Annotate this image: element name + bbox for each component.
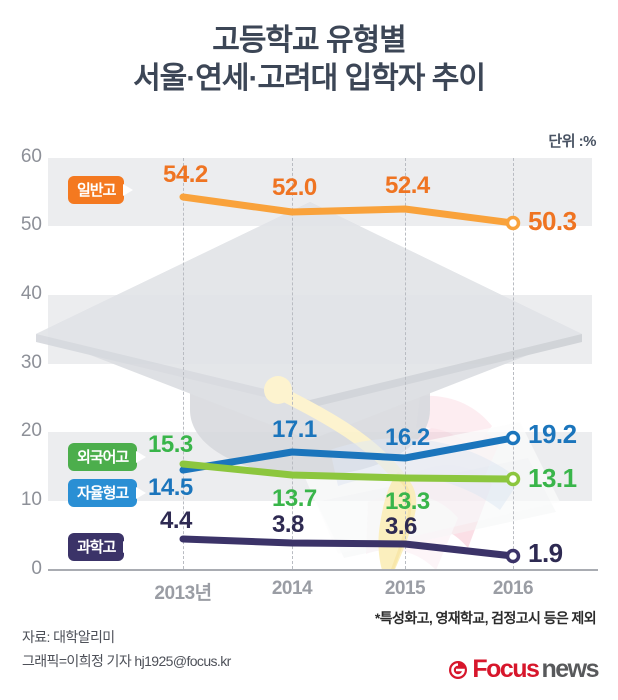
axis-baseline	[48, 569, 598, 571]
y-tick-10: 10	[20, 489, 42, 510]
value-oegugeogo-2014: 13.7	[272, 485, 317, 512]
gridline-2015	[405, 158, 406, 569]
page-header: 고등학교 유형별 서울·연세·고려대 입학자 추이	[0, 0, 618, 98]
x-tick-2016: 2016	[492, 578, 534, 599]
legend-badge-ilbango: 일반고	[68, 176, 134, 204]
endpoint-gwahakgo	[505, 548, 521, 564]
value-ilbango-2016: 50.3	[528, 206, 577, 236]
page-title-line-2: 서울·연세·고려대 입학자 추이	[133, 62, 486, 95]
y-tick-40: 40	[20, 283, 42, 304]
page-title-line-1: 고등학교 유형별	[212, 24, 407, 57]
x-tick-2015: 2015	[384, 578, 426, 599]
value-gwahakgo-2014: 3.8	[272, 511, 304, 538]
legend-badge-gwahakgo: 과학고	[68, 533, 134, 561]
value-oegugeogo-2016: 13.1	[528, 463, 577, 493]
value-gwahakgo-2015: 3.6	[385, 513, 417, 540]
line-ilbango	[179, 193, 517, 227]
line-oegugeogo	[179, 460, 517, 483]
focusnews-e-icon	[449, 660, 468, 679]
legend-badge-jayulhyeonggo: 자율형고	[68, 479, 147, 507]
footnote: *특성화고, 영재학교, 검정고시 등은 제외	[374, 610, 597, 626]
value-jayulhyeonggo-2014: 17.1	[272, 416, 317, 443]
line-jayulhyeonggo	[179, 434, 517, 474]
value-gwahakgo-2013: 4.4	[160, 507, 192, 534]
y-tick-30: 30	[20, 352, 42, 373]
focusnews-logo: Focus news	[446, 655, 599, 684]
page-footer: *특성화고, 영재학교, 검정고시 등은 제외 자료: 대학알리미 그래픽=이희…	[0, 598, 618, 700]
gridline-2016	[513, 158, 514, 569]
endpoint-ilbango	[505, 215, 521, 231]
endpoint-oegugeogo	[505, 471, 521, 487]
credit-label: 그래픽=이희정 기자 hj1925@focus.kr	[22, 653, 231, 669]
value-oegugeogo-2015: 13.3	[385, 488, 430, 515]
value-gwahakgo-2016: 1.9	[528, 538, 563, 568]
y-tick-20: 20	[20, 420, 42, 441]
y-tick-0: 0	[31, 558, 42, 579]
logo-news-text: news	[541, 655, 599, 683]
value-ilbango-2015: 52.4	[385, 172, 430, 199]
logo-focus-text: Focus	[472, 655, 540, 683]
endpoint-jayulhyeonggo	[505, 430, 521, 446]
line-gwahakgo	[179, 535, 517, 560]
source-label: 자료: 대학알리미	[22, 629, 115, 645]
y-tick-60: 60	[20, 146, 42, 167]
chart-area: 60 50 40 30 20 10 0 2013년 2014 2015 2016…	[0, 146, 618, 604]
gridline-2014	[292, 158, 293, 569]
unit-label: 단위 :%	[548, 133, 596, 150]
gridline-2013	[183, 158, 184, 569]
x-tick-2013: 2013년	[154, 583, 212, 604]
value-oegugeogo-2013: 15.3	[148, 431, 193, 458]
legend-badge-oegugeogo: 외국어고	[68, 443, 147, 471]
graduation-cap-watermark	[36, 202, 582, 570]
x-tick-2014: 2014	[271, 578, 313, 599]
series-lines	[179, 193, 521, 564]
value-jayulhyeonggo-2016: 19.2	[528, 419, 577, 449]
value-jayulhyeonggo-2013: 14.5	[148, 474, 193, 501]
value-ilbango-2013: 54.2	[163, 161, 208, 188]
value-ilbango-2014: 52.0	[272, 174, 317, 201]
value-jayulhyeonggo-2015: 16.2	[385, 424, 430, 451]
y-tick-50: 50	[20, 214, 42, 235]
